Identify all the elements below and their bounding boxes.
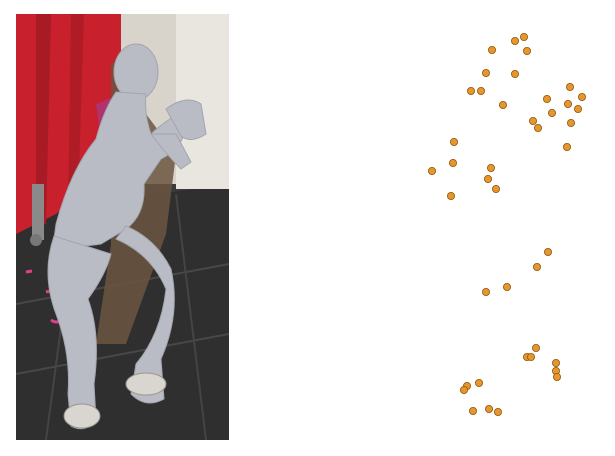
keypoint-dot	[553, 372, 562, 381]
keypoint-dot	[481, 69, 490, 78]
keypoint-scatter-plot	[405, 0, 615, 440]
keypoint-dot	[493, 407, 502, 416]
keypoint-dot	[534, 124, 543, 133]
keypoint-dot	[446, 191, 455, 200]
keypoint-dot	[483, 174, 492, 183]
keypoint-dot	[487, 46, 496, 55]
keypoint-dot	[529, 117, 538, 126]
keypoint-dot	[578, 93, 587, 102]
keypoint-dot	[563, 142, 572, 151]
keypoint-dot	[527, 352, 536, 361]
keypoint-dot	[468, 406, 477, 415]
keypoint-dot	[520, 33, 529, 42]
keypoint-dot	[476, 87, 485, 96]
keypoint-dots	[427, 33, 587, 416]
keypoint-dot	[466, 87, 475, 96]
keypoint-dot	[566, 83, 575, 92]
keypoint-dot	[481, 287, 490, 296]
keypoint-dot	[486, 163, 495, 172]
keypoint-dot	[523, 47, 532, 56]
subject-photo-with-mesh-overlay	[16, 14, 229, 440]
keypoint-dot	[532, 343, 541, 352]
keypoint-dot	[567, 119, 576, 128]
keypoint-dot	[544, 247, 553, 256]
keypoint-dot	[510, 70, 519, 79]
keypoint-dot	[502, 282, 511, 291]
keypoint-dot	[427, 166, 436, 175]
keypoint-dot	[491, 184, 500, 193]
keypoint-dot	[459, 385, 468, 394]
keypoint-dot	[449, 137, 458, 146]
keypoint-dot	[498, 101, 507, 110]
keypoint-dot	[548, 109, 557, 118]
keypoint-dot	[510, 37, 519, 46]
keypoint-dot	[564, 100, 573, 109]
keypoint-dot	[484, 404, 493, 413]
keypoint-dot	[533, 262, 542, 271]
keypoint-dot	[474, 378, 483, 387]
photo-scene	[16, 14, 229, 440]
keypoint-dot	[574, 105, 583, 114]
caption-fragment	[0, 434, 615, 456]
keypoint-dot	[543, 95, 552, 104]
keypoint-dot	[448, 158, 457, 167]
keypoint-dot	[552, 358, 561, 367]
